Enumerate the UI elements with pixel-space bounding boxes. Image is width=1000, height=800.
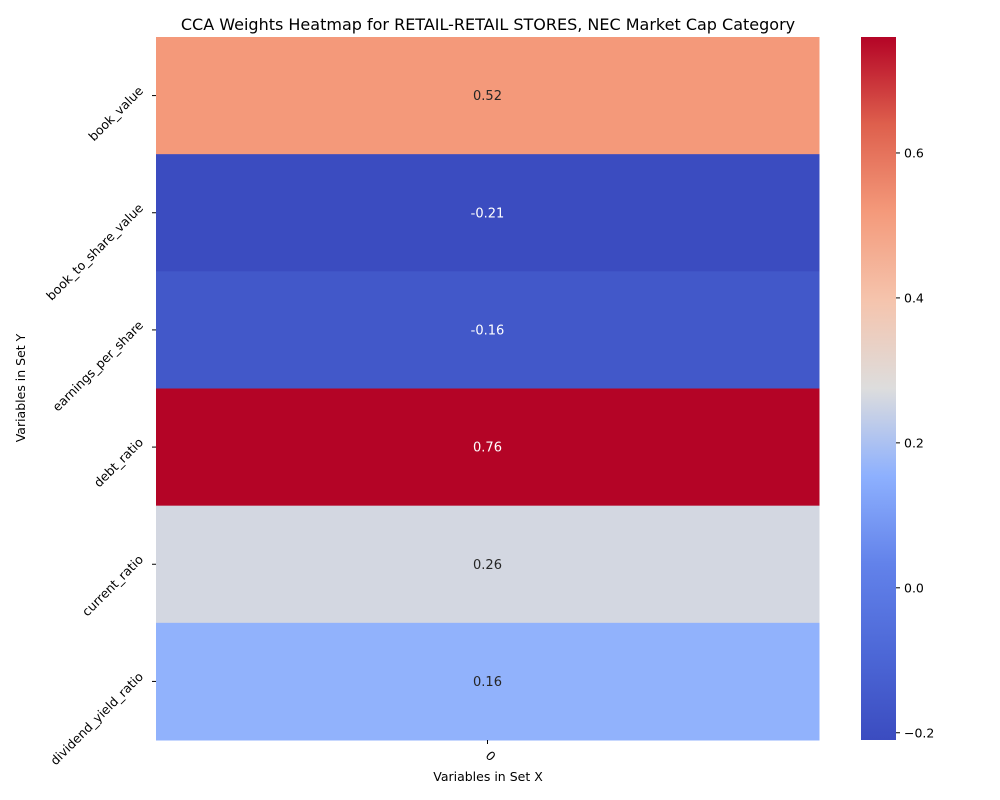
heatmap-cell [156, 37, 820, 155]
colorbar-gradient [861, 37, 896, 740]
x-axis: 0 [483, 740, 499, 764]
y-tick-label: book_to_share_value [43, 200, 146, 303]
heatmap-cell [156, 505, 820, 624]
colorbar-ticks: −0.2 0.0 0.2 0.4 0.6 [896, 145, 934, 740]
y-axis-label: Variables in Set Y [13, 333, 28, 442]
x-tick-label: 0 [483, 748, 499, 764]
colorbar-tick-label: 0.4 [904, 290, 924, 305]
heatmap-cell [156, 388, 820, 507]
colorbar-tick-label: −0.2 [904, 725, 934, 740]
cell-value-label: -0.16 [471, 323, 505, 338]
heatmap-cell-labels: 0.52 -0.21 -0.16 0.76 0.26 0.16 [471, 89, 505, 690]
chart-title: CCA Weights Heatmap for RETAIL-RETAIL ST… [181, 15, 795, 34]
cell-value-label: 0.52 [473, 89, 502, 104]
colorbar-tick-label: 0.2 [904, 435, 924, 450]
cell-value-label: -0.21 [471, 206, 505, 221]
heatmap-cell [156, 622, 820, 741]
x-axis-label: Variables in Set X [433, 769, 543, 784]
heatmap-cells [156, 37, 820, 741]
colorbar-tick-label: 0.6 [904, 145, 924, 160]
y-axis: book_value book_to_share_value earnings_pe… [43, 83, 156, 768]
cell-value-label: 0.16 [473, 675, 502, 690]
y-tick-label: earnings_per_share [49, 317, 146, 414]
cell-value-label: 0.26 [473, 558, 502, 573]
heatmap-cell [156, 271, 820, 389]
colorbar-tick-label: 0.0 [904, 580, 924, 595]
y-tick-label: book_value [85, 83, 146, 144]
y-tick-label: current_ratio [79, 552, 146, 619]
heatmap-cell [156, 154, 820, 272]
cell-value-label: 0.76 [473, 441, 502, 456]
colorbar [861, 37, 896, 740]
y-tick-label: dividend_yield_ratio [47, 669, 146, 768]
y-tick-label: debt_ratio [91, 435, 147, 491]
